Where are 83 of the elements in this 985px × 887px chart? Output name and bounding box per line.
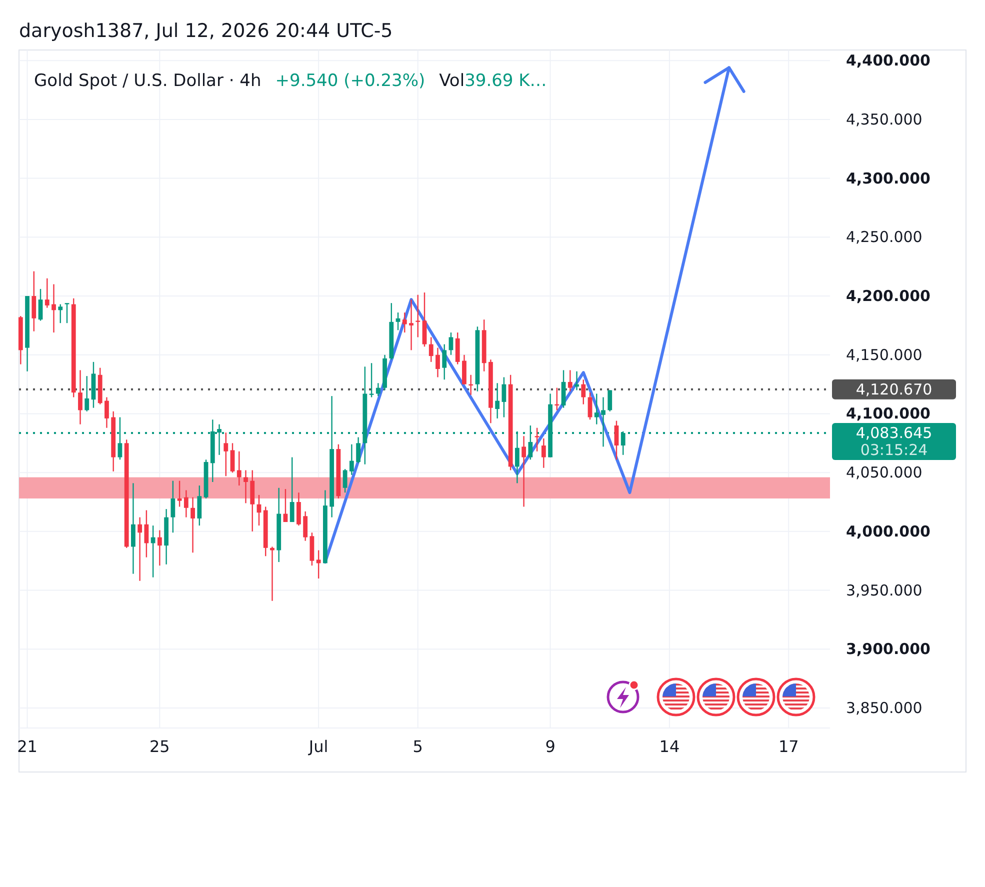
candlestick xyxy=(32,270,36,332)
candlestick xyxy=(157,530,162,566)
candlestick xyxy=(614,420,619,460)
candlestick xyxy=(184,490,188,518)
y-tick-label: 4,400.000 xyxy=(846,52,930,70)
candlestick xyxy=(52,284,56,334)
candlestick xyxy=(416,294,420,338)
candlestick xyxy=(581,378,586,405)
candlestick xyxy=(78,370,82,425)
ref-line-label: 4,083.645 03:15:24 xyxy=(856,424,932,459)
y-tick-label: 3,950.000 xyxy=(846,581,922,600)
candlestick xyxy=(349,444,354,476)
annotation: +9.540 (+0.23%) xyxy=(275,71,426,91)
candlestick xyxy=(244,470,248,504)
x-tick-label: 9 xyxy=(545,737,556,756)
y-tick-label: 4,100.000 xyxy=(846,404,930,423)
candlestick xyxy=(342,468,348,494)
x-tick-label: 17 xyxy=(778,737,799,756)
candlestick xyxy=(356,436,360,464)
candlestick xyxy=(197,484,202,526)
candlestick xyxy=(296,492,301,526)
y-tick-label: 4,350.000 xyxy=(846,110,922,128)
candlestick xyxy=(177,480,182,508)
candlestick xyxy=(44,278,50,308)
candlestick xyxy=(561,370,566,408)
y-tick-label: 4,200.000 xyxy=(846,287,930,306)
candlestick xyxy=(236,450,242,486)
y-tick-label: 3,850.000 xyxy=(846,698,922,717)
y-tick-label: 4,000.000 xyxy=(846,522,930,540)
x-tick-label: 25 xyxy=(150,737,170,756)
annotation: Vol xyxy=(439,71,465,91)
candlestick xyxy=(303,510,308,542)
candlestick xyxy=(436,347,440,378)
candlestick xyxy=(588,392,592,420)
y-tick-label: 4,250.000 xyxy=(846,228,922,246)
candlestick xyxy=(84,375,90,412)
candlestick xyxy=(495,382,500,420)
candlestick xyxy=(396,312,400,331)
candlestick xyxy=(144,510,149,558)
candlestick xyxy=(270,546,274,602)
candlestick xyxy=(409,298,414,351)
candlestick xyxy=(462,354,466,385)
candlestick xyxy=(170,480,176,534)
candlestick xyxy=(502,376,506,418)
candlestick xyxy=(608,390,612,412)
y-tick-label: 3,900.000 xyxy=(846,640,930,658)
candlestick xyxy=(224,432,228,477)
candlestick xyxy=(138,516,142,582)
text: daryosh1387, Jul 12, 2026 20:44 UTC-5 xyxy=(19,20,393,42)
y-tick-label: 4,150.000 xyxy=(846,346,922,364)
candlestick xyxy=(448,332,454,356)
ref-line-label: 4,120.670 xyxy=(856,380,932,398)
candlestick xyxy=(376,382,380,397)
candlestick xyxy=(534,427,540,452)
candlestick xyxy=(369,362,374,398)
candlestick xyxy=(594,393,599,425)
candlestick xyxy=(541,438,546,468)
candlestick xyxy=(522,435,526,508)
candlestick xyxy=(455,332,460,365)
candlestick xyxy=(131,482,136,574)
candlestick xyxy=(428,336,434,363)
candlestick xyxy=(422,292,427,348)
candlestick xyxy=(250,470,255,532)
x-tick-label: 5 xyxy=(412,737,423,756)
text: Gold Spot / U.S. Dollar · 4h xyxy=(34,71,262,91)
candlestick xyxy=(104,396,109,428)
candlestick xyxy=(150,524,156,578)
candlestick xyxy=(442,344,447,380)
candlestick xyxy=(64,302,70,324)
candlestick xyxy=(316,550,321,580)
x-tick-label: 21 xyxy=(17,737,38,756)
annotation: 39.69 K… xyxy=(464,71,547,91)
y-tick-label: 4,300.000 xyxy=(846,169,930,188)
candlestick xyxy=(402,312,407,334)
candlestick xyxy=(38,288,43,322)
x-tick-label: 14 xyxy=(659,737,680,756)
candlestick xyxy=(290,456,294,523)
candlestick xyxy=(568,370,572,392)
x-tick-label: Jul xyxy=(308,737,328,756)
candlestick xyxy=(58,304,63,324)
y-tick-label: 4,050.000 xyxy=(846,464,922,482)
candlestick xyxy=(190,496,195,554)
candlestick xyxy=(230,442,235,474)
